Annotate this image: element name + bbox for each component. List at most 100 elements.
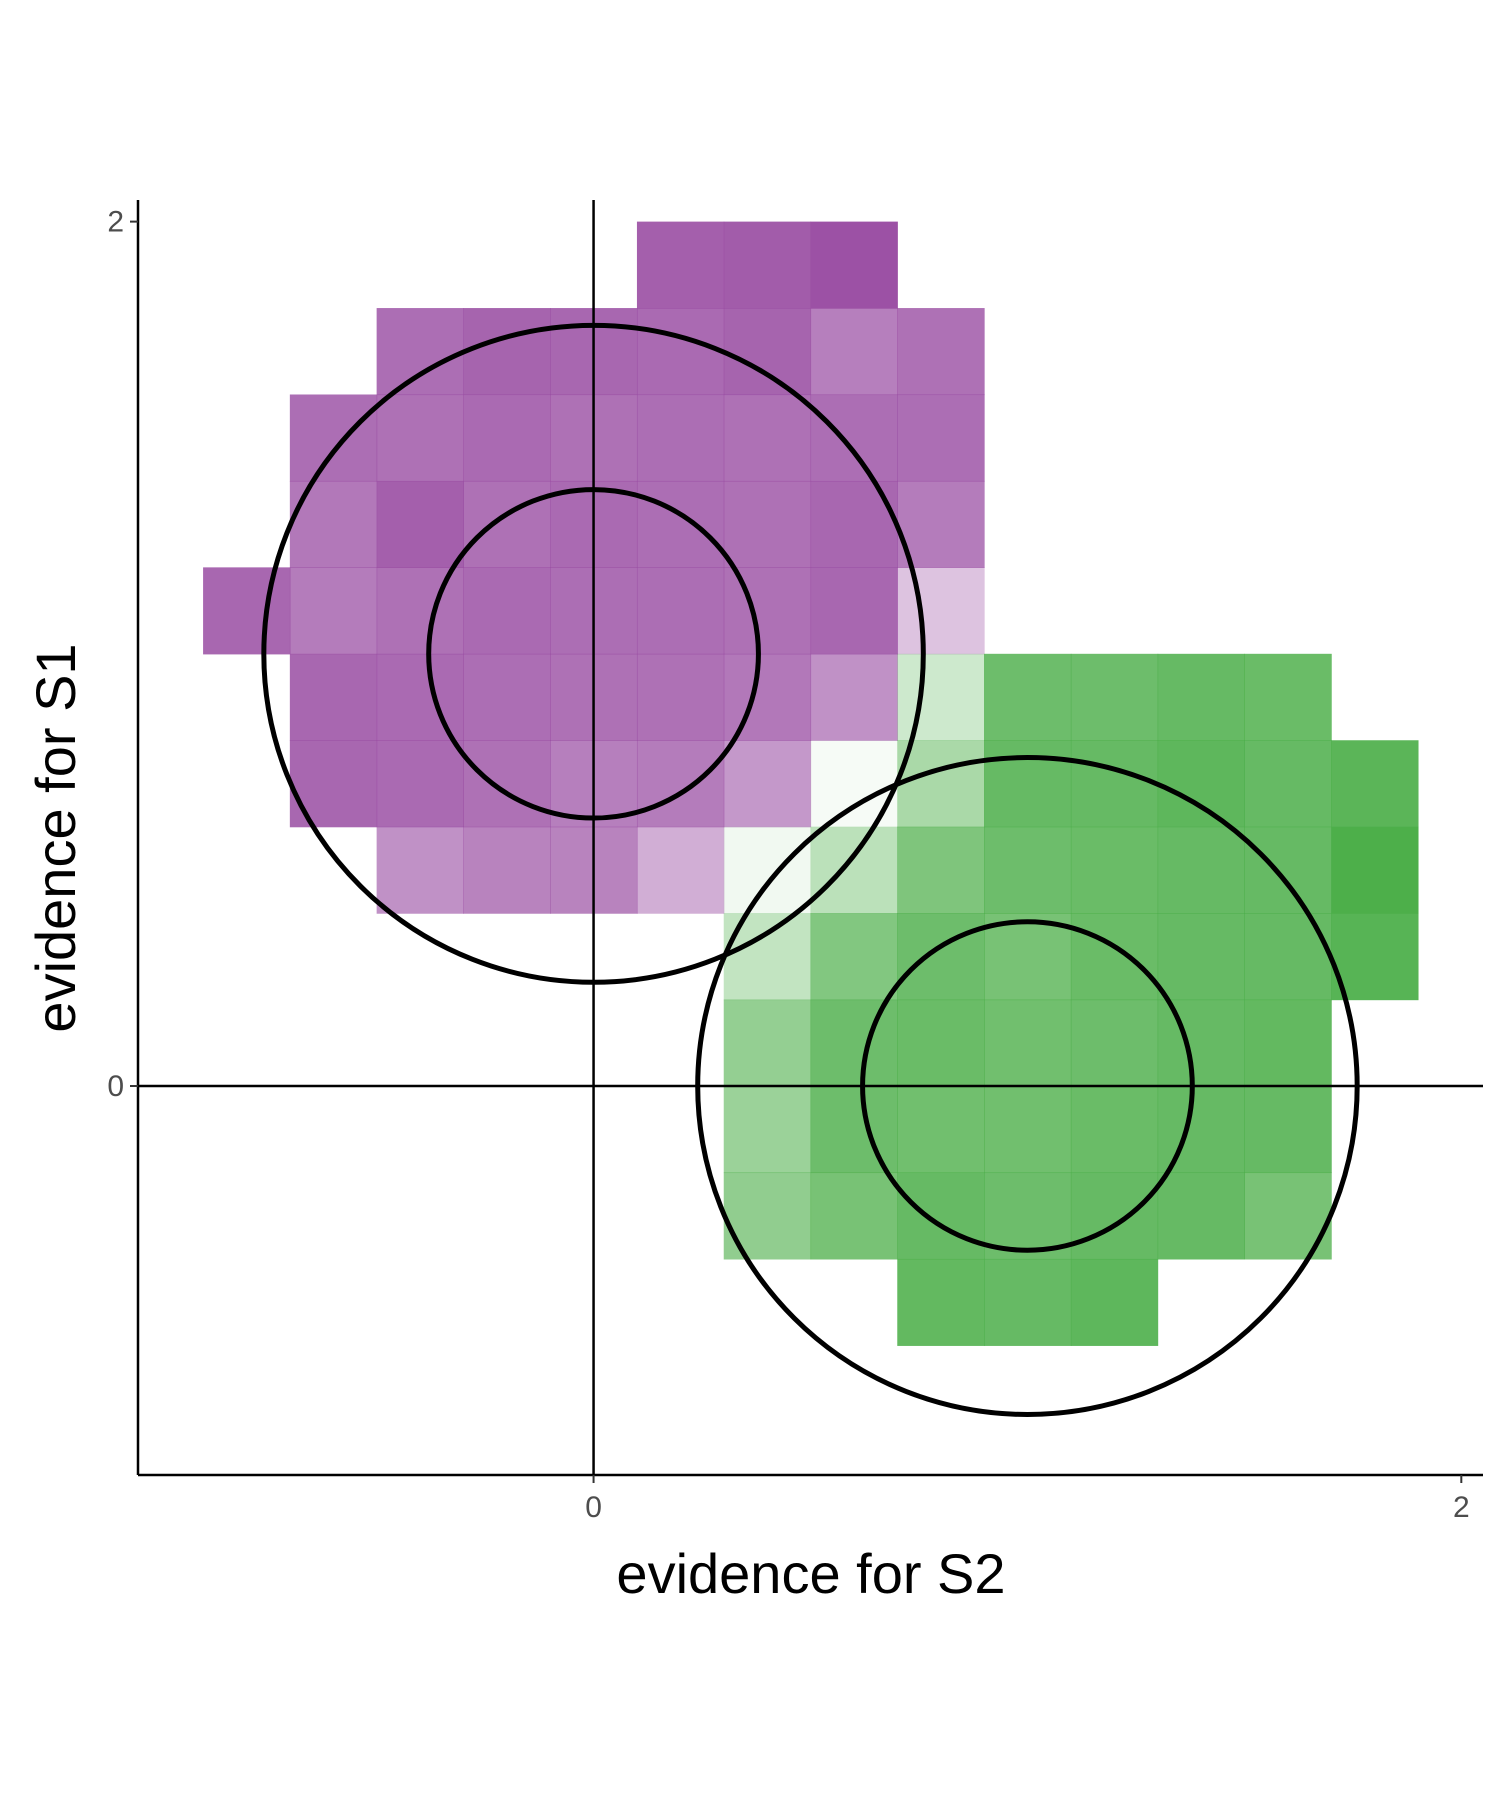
heatmap-cell-s1 [810, 394, 898, 482]
heatmap-cell-s1 [376, 740, 464, 828]
heatmap-cell-s2 [1331, 826, 1419, 914]
heatmap-cell-s1 [376, 653, 464, 741]
heatmap-cell-s2 [1070, 653, 1159, 741]
heatmap-cell-s2 [984, 913, 1072, 1001]
heatmap-cell-s2 [1070, 1258, 1159, 1346]
axes: 0 2 0 2 [107, 200, 1483, 1524]
heatmap-cell-s1 [897, 308, 985, 396]
heatmap-cell-s1 [376, 394, 464, 482]
heatmap-cell-s1 [723, 221, 812, 309]
heatmap-cell-s2 [723, 999, 812, 1087]
heatmap-cell-s2 [723, 826, 812, 914]
heatmap-cell-s1 [897, 394, 985, 482]
heatmap-cell-s2 [1244, 653, 1332, 741]
heatmap-cell-s2 [984, 740, 1072, 828]
heatmap-cell-s2 [810, 1172, 898, 1260]
heatmap-cell-s1 [376, 826, 464, 914]
heatmap-cell-s2 [1331, 740, 1419, 828]
heatmap-cell-s1 [463, 826, 551, 914]
heatmap-cell-s1 [723, 394, 812, 482]
heatmap-cell-s1 [289, 653, 378, 741]
heatmap-cell-s2 [723, 1086, 812, 1174]
heatmap-cell-s2 [1244, 1086, 1332, 1174]
heatmap-cell-s2 [1244, 913, 1332, 1001]
heatmap-cell-s1 [636, 653, 725, 741]
heatmap-cell-s2 [897, 653, 985, 741]
heatmap-cell-s1 [376, 308, 464, 396]
heatmap-cell-s1 [636, 394, 725, 482]
heatmap-cell-s2 [897, 913, 985, 1001]
heatmap-cell-s2 [897, 1172, 985, 1260]
heatmap-cell-s1 [810, 221, 898, 309]
heatmap-cell-s1 [636, 480, 725, 568]
heatmap-cell-s1 [463, 653, 551, 741]
heatmap-cell-s2 [984, 653, 1072, 741]
heatmap-cell-s1 [723, 653, 812, 741]
heatmap-cell-s1 [463, 740, 551, 828]
heatmap-cell-s1 [810, 567, 898, 655]
heatmap-cell-s2 [810, 1086, 898, 1174]
heatmap-cell-s1 [463, 308, 551, 396]
heatmap-cell-s1 [723, 567, 812, 655]
heatmap-cell-s2 [1157, 653, 1245, 741]
heatmap-cell-s2 [1157, 740, 1245, 828]
heatmap-cell-s2 [1157, 826, 1245, 914]
x-tick-label: 2 [1453, 1491, 1470, 1524]
heatmap-cell-s2 [810, 740, 898, 828]
heatmap-cell-s2 [1070, 1086, 1159, 1174]
heatmap-cell-s2 [897, 1086, 985, 1174]
heatmap-cell-s1 [376, 567, 464, 655]
heatmap-cell-s2 [1331, 913, 1419, 1001]
contour-circle [426, 487, 761, 821]
heatmap-cells [203, 221, 1419, 1346]
heatmap-cell-s2 [1157, 999, 1245, 1087]
heatmap-cell-s1 [897, 480, 985, 568]
y-axis-title: evidence for S1 [24, 643, 87, 1032]
heatmap-cell-s2 [984, 1086, 1072, 1174]
heatmap-cell-s1 [289, 394, 378, 482]
heatmap-cell-s2 [810, 913, 898, 1001]
heatmap-cell-s1 [723, 740, 812, 828]
heatmap-cell-s2 [897, 826, 985, 914]
heatmap-cell-s1 [463, 480, 551, 568]
y-tick-label: 0 [107, 1070, 124, 1103]
heatmap-cell-s2 [984, 999, 1072, 1087]
heatmap-cell-s2 [1244, 826, 1332, 914]
x-axis-title: evidence for S2 [616, 1542, 1005, 1605]
heatmap-cell-s2 [897, 1258, 985, 1346]
reference-lines [138, 200, 1483, 1475]
heatmap-cell-s2 [1157, 913, 1245, 1001]
contour-circle [261, 322, 926, 985]
heatmap-cell-s1 [897, 567, 985, 655]
heatmap-cell-s1 [636, 308, 725, 396]
heatmap-cell-s2 [1157, 1086, 1245, 1174]
heatmap-cell-s2 [1070, 740, 1159, 828]
heatmap-cell-s2 [1070, 999, 1159, 1087]
heatmap-cell-s1 [289, 567, 378, 655]
heatmap-cell-s1 [636, 567, 725, 655]
heatmap-cell-s1 [810, 308, 898, 396]
heatmap-cell-s1 [810, 480, 898, 568]
heatmap-cell-s2 [984, 1258, 1072, 1346]
heatmap-cell-s1 [810, 653, 898, 741]
heatmap-cell-s2 [897, 999, 985, 1087]
heatmap-cell-s1 [636, 740, 725, 828]
heatmap-cell-s2 [1070, 1172, 1159, 1260]
heatmap-cell-s2 [1070, 913, 1159, 1001]
heatmap-cell-s1 [376, 480, 464, 568]
heatmap-cell-s1 [203, 567, 291, 655]
heatmap-cell-s2 [1244, 1172, 1332, 1260]
heatmap-cell-s2 [984, 826, 1072, 914]
heatmap-cell-s2 [1244, 999, 1332, 1087]
heatmap-cell-s2 [897, 740, 985, 828]
heatmap-cell-s1 [636, 826, 725, 914]
y-tick-label: 2 [107, 206, 124, 239]
heatmap-cell-s2 [984, 1172, 1072, 1260]
heatmap-cell-s1 [723, 480, 812, 568]
x-tick-label: 0 [585, 1491, 602, 1524]
contour-circles [261, 322, 1360, 1417]
heatmap-cell-s2 [1157, 1172, 1245, 1260]
contour-circle [695, 755, 1360, 1417]
